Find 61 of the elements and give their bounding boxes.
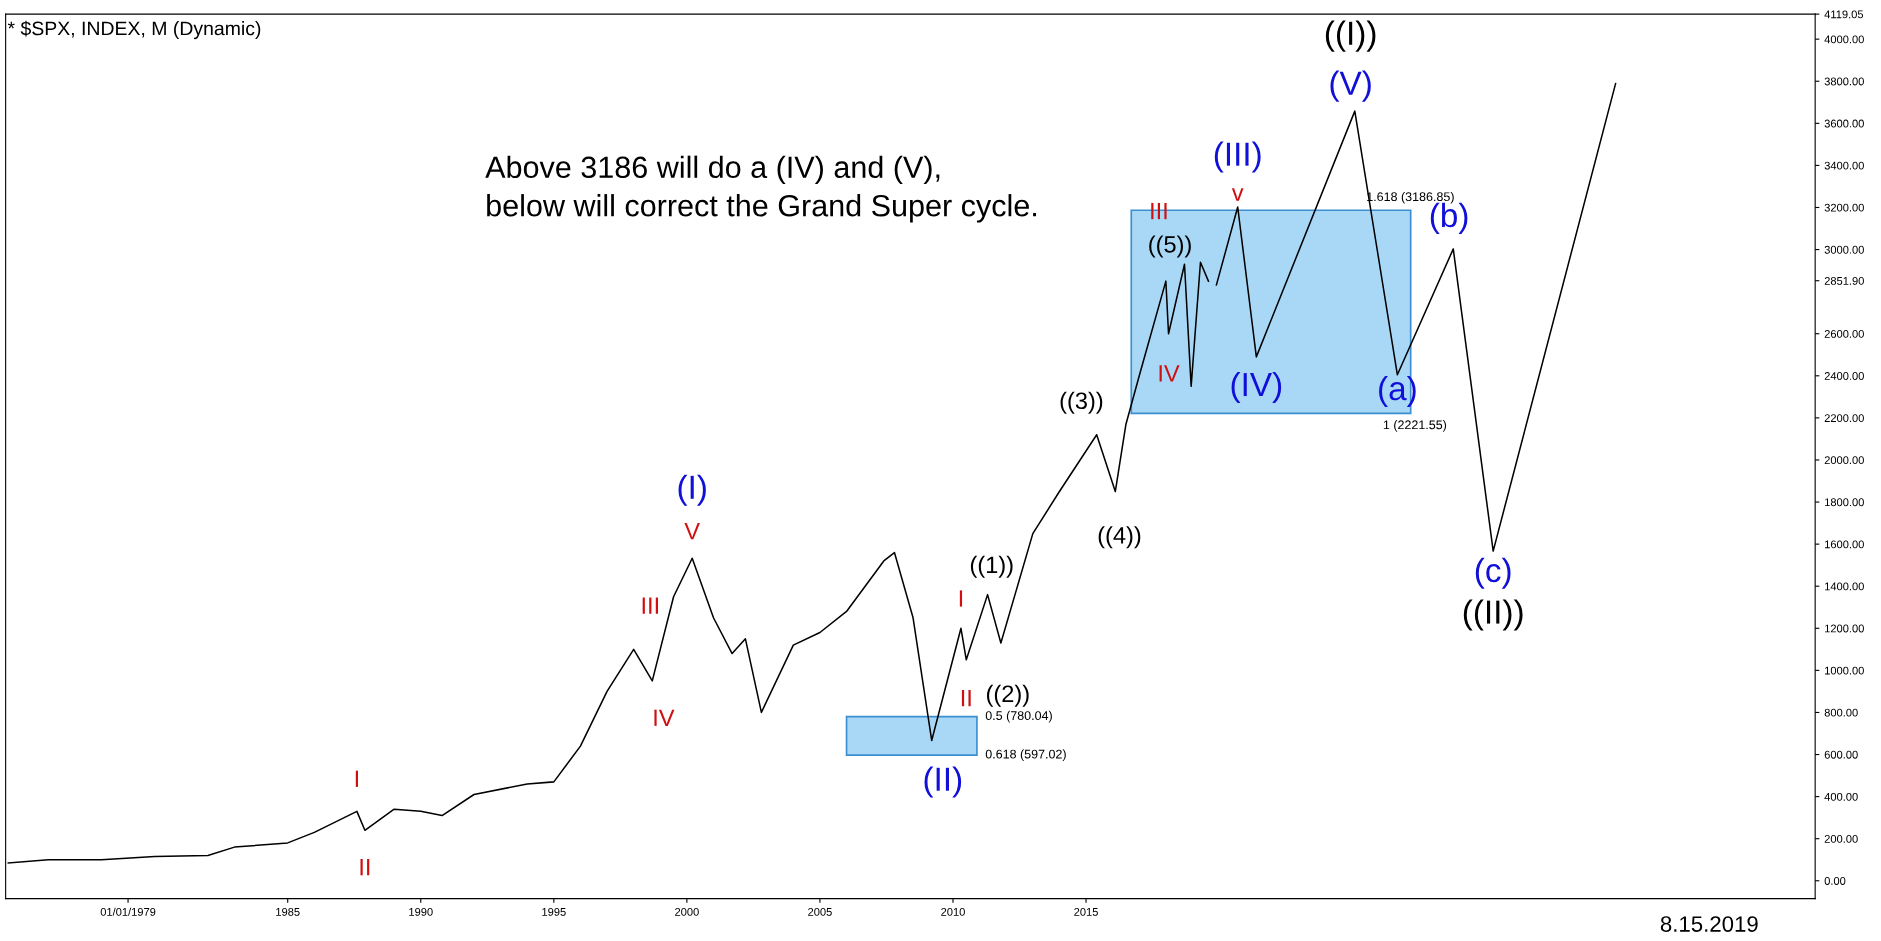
y-tick-label: 2000.00 [1824,456,1864,465]
annotation: ((1)) [970,555,1013,578]
y-tick-label: 1600.00 [1825,540,1864,549]
annotation: 0.618 (597.02) [985,749,1066,761]
y-tick-label: 1000.00 [1825,666,1864,675]
x-tick-label: 1985 [276,907,300,916]
annotation: ((I)) [1325,20,1376,52]
x-tick-label: 1995 [542,907,566,916]
annotation: I [355,770,359,787]
y-tick-label: 2600.00 [1824,329,1864,338]
annotation: (c) [1475,557,1511,589]
y-tick-label: 1400.00 [1825,582,1864,591]
x-tick-label: 2005 [808,907,832,916]
annotation: (IV) [1231,371,1282,403]
y-tick-label: 0.00 [1824,877,1846,885]
annotation: Above 3186 will do a (IV) and (V), below will correct the Grand Super cycle. [485,155,1036,223]
annotation: 0.5 (780.04) [985,710,1052,723]
annotation: (II) [924,766,962,798]
annotation: V [684,523,700,540]
y-tick-label: 800.00 [1824,708,1858,717]
text: 8.15.2019 [1660,916,1758,932]
annotation: III [642,597,658,614]
y-tick-label: 2200.00 [1824,414,1864,423]
y-tick-label: 600.00 [1824,750,1858,759]
annotation: ((4)) [1098,526,1141,549]
annotation: II [360,859,370,876]
x-tick-label: 1990 [409,907,433,916]
annotation: ((2)) [987,684,1029,707]
annotation: III [1151,202,1167,220]
y-tick-label: 2851.90 [1824,276,1864,285]
y-tick-label: 3800.00 [1824,77,1864,86]
annotation: 1 (2221.55) [1383,420,1447,432]
annotation: (V) [1330,70,1371,102]
y-tick-label: 1200.00 [1825,624,1864,633]
annotation: ((II)) [1463,599,1523,631]
annotation: ((5)) [1149,235,1191,258]
y-tick-label: 3400.00 [1824,161,1864,170]
chart-title: * $SPX, INDEX, M (Dynamic) [7,20,261,40]
annotation: v [1231,188,1244,201]
annotation: I [959,590,963,607]
x-tick-label: 2010 [941,907,965,916]
y-tick-label: 4119.05 [1824,10,1864,19]
annotation: (b) [1430,202,1468,234]
y-tick-label: 1800.00 [1825,498,1864,507]
y-tick-label: 3000.00 [1824,245,1864,254]
annotation: ((3)) [1060,391,1103,414]
x-tick-label: 2015 [1074,907,1098,916]
annotation: II [961,689,971,707]
x-tick-label: 2000 [675,907,699,916]
y-tick-label: 3200.00 [1824,203,1864,212]
y-tick-label: 200.00 [1824,834,1858,843]
annotation: (a) [1379,375,1416,407]
y-tick-label: 4000.00 [1824,35,1864,44]
annotation: IV [654,709,675,726]
annotation: (I) [678,474,706,506]
annotation: (III) [1214,141,1261,173]
y-tick-label: 3600.00 [1824,119,1864,128]
annotation: IV [1159,365,1180,382]
y-tick-label: 2400.00 [1824,372,1864,380]
y-tick-label: 400.00 [1824,792,1858,801]
x-tick-label: 01/01/1979 [100,907,156,916]
